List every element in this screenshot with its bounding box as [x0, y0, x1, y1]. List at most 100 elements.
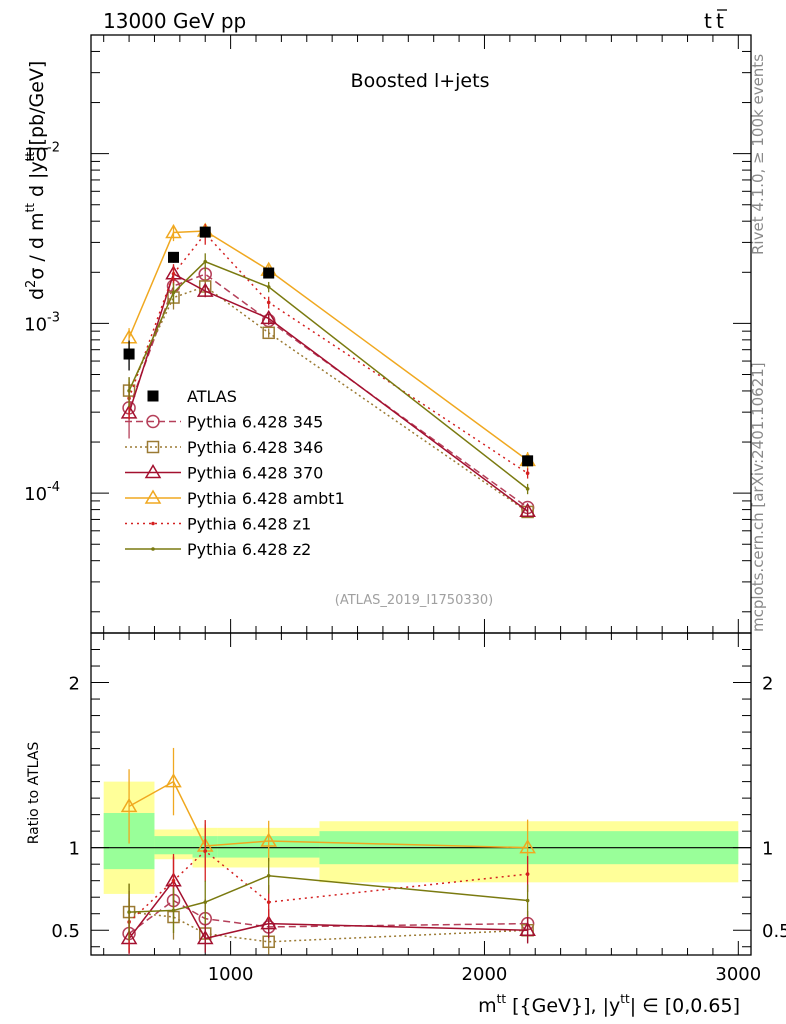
- legend-entry-atlas: ATLAS: [147, 387, 237, 406]
- ratio-plot-frame: [90, 632, 752, 956]
- ylabel-tt2-tb: t: [23, 152, 37, 157]
- x-axis-label: mtt [{GeV}], |ytt| ∈ [0,0.65]: [478, 992, 740, 1017]
- legend-label-370: Pythia 6.428 370: [187, 464, 323, 483]
- atlas-point: [263, 267, 275, 279]
- series-point-z1: [266, 300, 271, 305]
- legend-label-atlas: ATLAS: [187, 387, 237, 406]
- xlabel-t4: t: [625, 992, 630, 1006]
- ratio-tick-label: 1: [69, 839, 80, 860]
- side-label-rivet: Rivet 4.1.0, ≥ 100k events: [749, 54, 767, 255]
- ratio-uncertainty-bands: [91, 781, 751, 894]
- x-tick-label: 1000: [208, 964, 254, 985]
- legend-entry-346: Pythia 6.428 346: [125, 438, 323, 457]
- ratio-tick-label-right: 1: [762, 839, 773, 860]
- xlabel-t3: t: [620, 992, 625, 1006]
- legend-label-346: Pythia 6.428 346: [187, 438, 323, 457]
- legend-entry-z1: Pythia 6.428 z1: [125, 515, 311, 534]
- x-tick-label: 2000: [462, 964, 508, 985]
- ratio-series-z2: [127, 857, 530, 941]
- atlas-point: [168, 251, 179, 263]
- svg-text:d2σ / d mtt d |ytt|[pb/GeV]: d2σ / d mtt d |ytt|[pb/GeV]: [23, 61, 48, 300]
- y-tick-label: 10-3: [24, 310, 60, 335]
- y-tick-label: 10-4: [24, 480, 60, 505]
- ratio-point-z1: [203, 849, 208, 853]
- xlabel-end: | ∈ [0,0.65]: [630, 995, 740, 1017]
- legend-marker-z1: [151, 521, 155, 526]
- ratio-point-z2: [171, 908, 176, 913]
- legend-marker-370: [144, 464, 162, 479]
- legend-entry-370: Pythia 6.428 370: [125, 464, 323, 483]
- series-point-z1: [171, 271, 176, 276]
- ratio-series-345: [122, 882, 535, 955]
- ratio-tick-label: 2: [69, 674, 80, 695]
- legend-entry-ambt1: Pythia 6.428 ambt1: [125, 489, 345, 508]
- header-energy: 13000 GeV pp: [103, 9, 246, 33]
- ratio-point-z1: [171, 878, 176, 883]
- ylabel-d2: d: [26, 288, 48, 300]
- ratio-point-370: [196, 929, 214, 945]
- ylabel-tt2-t: t: [23, 156, 37, 161]
- header-process-t: t: [704, 9, 712, 33]
- legend-entry-345: Pythia 6.428 345: [125, 413, 323, 432]
- x-tick-label: 3000: [715, 964, 761, 985]
- legend-marker-atlas: [147, 390, 159, 402]
- xlabel-m: m: [478, 995, 497, 1017]
- chart-title: Boosted l+jets: [351, 70, 490, 92]
- header-process-tbar: t: [716, 9, 724, 33]
- ratio-point-z1: [525, 872, 530, 876]
- ylabel-ttbar-t: t: [23, 208, 37, 213]
- ylabel-d2-sup: 2: [24, 280, 39, 288]
- ratio-point-ambt1: [165, 773, 182, 788]
- legend-marker-345: [146, 414, 160, 429]
- legend-label-ambt1: Pythia 6.428 ambt1: [187, 489, 345, 508]
- ratio-point-370: [260, 915, 277, 930]
- series-ambt1: [120, 222, 536, 470]
- side-label-mcplots: mcplots.cern.ch [arXiv:2401.10621]: [749, 362, 767, 632]
- ratio-series-layer: [120, 747, 536, 955]
- series-point-346: [521, 505, 534, 519]
- series-point-z2: [127, 388, 131, 393]
- xlabel-t1: t: [497, 992, 502, 1006]
- analysis-id: (ATLAS_2019_I1750330): [335, 593, 493, 608]
- ylabel-sigma: σ / d m: [26, 213, 48, 280]
- ylabel-ttbar-tb: t: [23, 203, 37, 208]
- legend-entry-z2: Pythia 6.428 z2: [125, 540, 311, 559]
- ratio-line-346: [128, 911, 528, 943]
- series-point-370: [519, 502, 536, 518]
- series-point-346: [262, 326, 275, 340]
- series-point-370: [196, 282, 214, 297]
- ratio-point-ambt1: [120, 797, 138, 813]
- ylabel-unit: |[pb/GeV]: [26, 61, 48, 152]
- ratio-point-z1: [266, 900, 271, 904]
- legend-label-345: Pythia 6.428 345: [187, 413, 323, 432]
- xlabel-mid: [{GeV}], |y: [506, 995, 620, 1017]
- series-atlas: [123, 226, 534, 467]
- series-point-z2: [525, 487, 530, 491]
- ratio-point-ambt1: [519, 839, 536, 854]
- legend-marker-ambt1: [144, 489, 162, 504]
- ratio-y-label: Ratio to ATLAS: [26, 742, 42, 845]
- axes-ticks: 1000 2000 3000 10-2 10-3 10-4 0.5 0.5 1 1 2 2: [24, 34, 786, 985]
- atlas-point: [522, 455, 534, 467]
- series-z2: [127, 253, 530, 495]
- main-series-layer: [120, 222, 536, 519]
- ratio-line-370: [128, 879, 528, 940]
- y-tick-label: 10-2: [24, 141, 60, 166]
- ratio-point-z2: [266, 873, 271, 878]
- series-point-370: [260, 309, 277, 325]
- ratio-band-stat: [154, 836, 193, 855]
- series-point-z2: [171, 290, 176, 295]
- series-point-z2: [266, 285, 271, 289]
- header-process: t t: [704, 9, 727, 33]
- ratio-series-346: [122, 883, 534, 955]
- ratio-tick-label: 0.5: [51, 921, 80, 942]
- ratio-point-z2: [525, 898, 530, 903]
- ratio-point-z2: [127, 910, 131, 914]
- atlas-point: [199, 226, 211, 238]
- series-point-z2: [203, 259, 208, 264]
- y-axis-label: d2σ / d mtt d |ytt|[pb/GeV]: [23, 61, 48, 300]
- ratio-tick-label-right: 2: [762, 674, 773, 695]
- legend-label-z2: Pythia 6.428 z2: [187, 540, 311, 559]
- series-point-z1: [525, 471, 530, 476]
